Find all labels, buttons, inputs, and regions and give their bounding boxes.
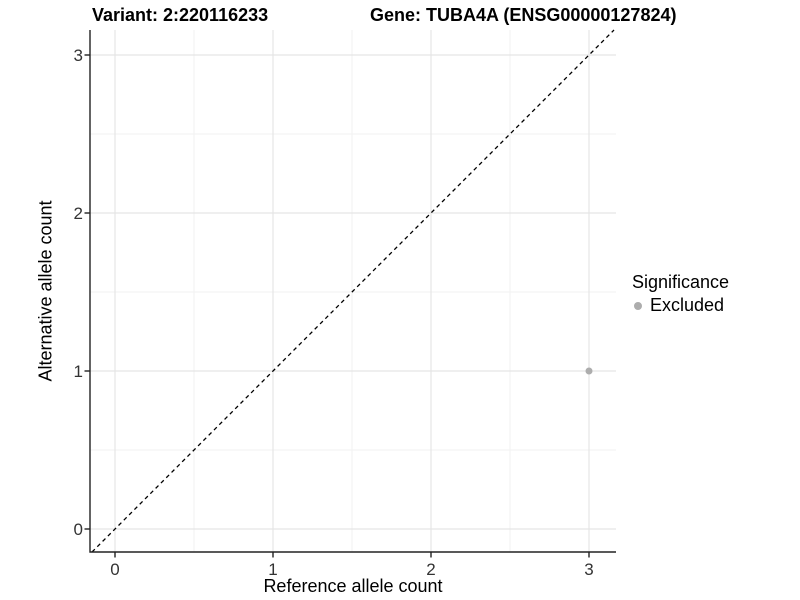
x-axis-tick-label: 2 [426, 560, 435, 579]
y-axis-tick-label: 1 [74, 362, 83, 381]
y-axis-tick-label: 2 [74, 204, 83, 223]
x-axis-tick-label: 1 [268, 560, 277, 579]
x-axis-title: Reference allele count [263, 576, 443, 596]
legend: Significance Excluded [630, 272, 729, 316]
y-axis-tick-label: 3 [74, 46, 83, 65]
legend-item-label: Excluded [650, 295, 725, 315]
legend-item-excluded: Excluded [634, 295, 729, 316]
x-axis-tick-label: 0 [110, 560, 119, 579]
legend-key-dot-icon [634, 301, 642, 310]
data-point [585, 367, 593, 375]
identity-line [91, 29, 615, 553]
plot-title-gene: Gene: TUBA4A (ENSG00000127824) [370, 5, 677, 25]
plot-title-variant: Variant: 2:220116233 [92, 5, 269, 25]
axis-lines [89, 30, 616, 553]
x-axis-tick-label: 3 [584, 560, 593, 579]
legend-title: Significance [632, 272, 730, 292]
y-axis-tick-label: 0 [74, 520, 83, 539]
y-axis-title: Alternative allele count [35, 200, 56, 382]
